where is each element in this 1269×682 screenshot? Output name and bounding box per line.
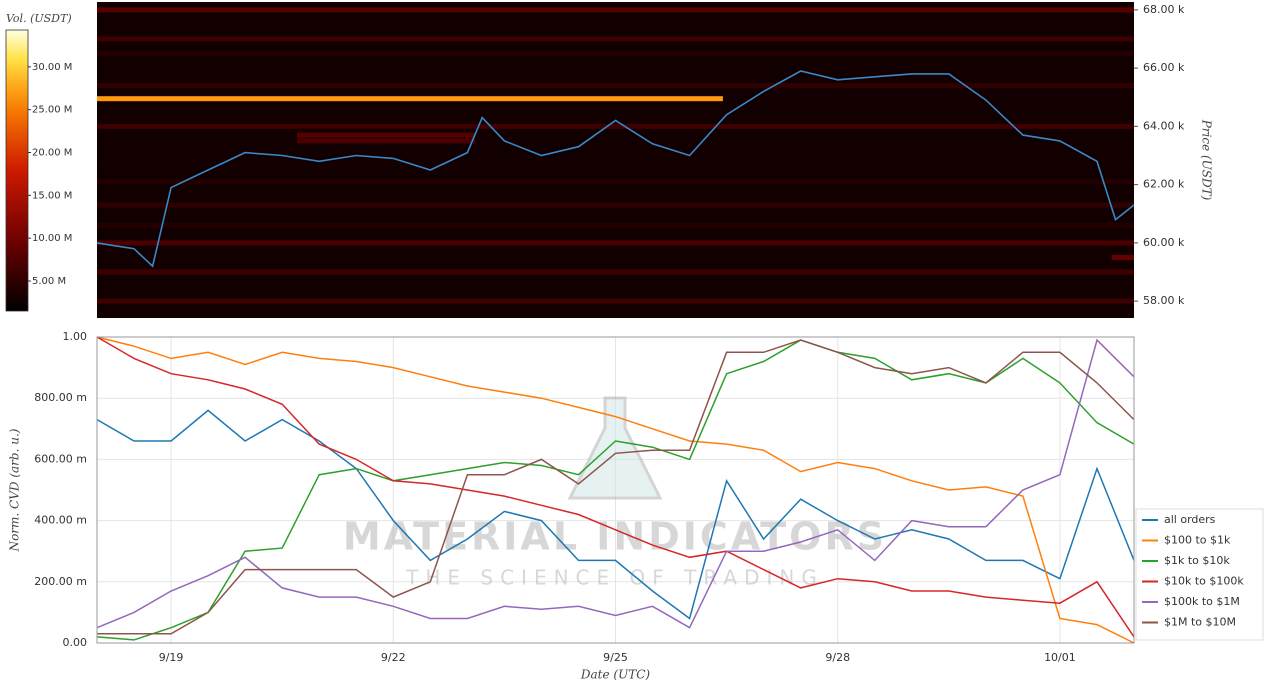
- x-tick-label: 10/01: [1044, 651, 1076, 664]
- cvd-line: [97, 339, 1135, 635]
- heat-band: [1111, 254, 1134, 260]
- watermark-title: MATERIAL INDICATORS: [343, 515, 887, 559]
- y-tick-label: 60.00 k: [1143, 236, 1185, 249]
- cvd-line: [96, 336, 1135, 644]
- y-tick-label: 200.00 m: [34, 575, 87, 588]
- colorbar-tick-label: 25.00 M: [32, 105, 72, 116]
- y-tick-label: 62.00 k: [1143, 178, 1185, 191]
- colorbar-tick-label: 10.00 M: [32, 233, 72, 244]
- heat-band: [97, 161, 1134, 167]
- y-tick-label: 68.00 k: [1143, 3, 1185, 16]
- y-tick-label: 66.00 k: [1143, 61, 1185, 74]
- heat-band: [97, 202, 1134, 208]
- colorbar-tick-label: 15.00 M: [32, 190, 72, 201]
- y-tick-label: 1.00: [63, 330, 88, 343]
- heat-band: [296, 132, 475, 138]
- heat-band: [97, 83, 1134, 89]
- x-tick-label: 9/19: [159, 651, 184, 664]
- colorbar-tick-label: 30.00 M: [32, 62, 72, 73]
- cvd-line: [96, 338, 1135, 629]
- legend-label: all orders: [1164, 513, 1216, 526]
- heat-band: [296, 138, 475, 144]
- x-axis-label: Date (UTC): [580, 668, 650, 682]
- legend-box: [1135, 508, 1264, 641]
- colorbar-tick-label: 20.00 M: [32, 148, 72, 159]
- y-tick-label: 400.00 m: [34, 514, 87, 527]
- colorbar: [5, 29, 29, 312]
- colorbar-tick-label: 5.00 M: [32, 276, 66, 287]
- heat-band: [97, 96, 723, 102]
- heat-band: [97, 269, 1134, 275]
- y-axis-label: Price (USDT): [1200, 119, 1214, 201]
- legend-label: $10k to $100k: [1164, 575, 1244, 588]
- heat-band: [97, 123, 1134, 129]
- heat-band: [97, 7, 1134, 13]
- y-tick-label: 58.00 k: [1143, 294, 1185, 307]
- y-tick-label: 600.00 m: [34, 452, 87, 465]
- cvd-line: [96, 336, 1135, 638]
- heat-band: [97, 51, 1134, 57]
- heat-band: [97, 179, 1134, 185]
- legend-label: $1M to $10M: [1164, 616, 1236, 629]
- heat-band: [97, 222, 1134, 228]
- heat-band: [97, 240, 1134, 246]
- colorbar-label: Vol. (USDT): [6, 12, 72, 25]
- y-axis-label: Norm. CVD (arb. u.): [8, 428, 22, 552]
- cvd-line: [96, 339, 1135, 641]
- cvd-line: [96, 409, 1135, 620]
- y-tick-label: 800.00 m: [34, 391, 87, 404]
- x-tick-label: 9/25: [603, 651, 628, 664]
- y-tick-label: 0.00: [63, 636, 88, 649]
- x-tick-label: 9/22: [381, 651, 406, 664]
- plot-frame: [96, 336, 1135, 644]
- heat-band: [97, 36, 1134, 42]
- y-tick-label: 64.00 k: [1143, 119, 1185, 132]
- x-tick-label: 9/28: [825, 651, 850, 664]
- legend-label: $100k to $1M: [1164, 595, 1240, 608]
- price-line: [96, 70, 1135, 268]
- watermark-subtitle: THE SCIENCE OF TRADING: [405, 566, 824, 590]
- legend-label: $100 to $1k: [1164, 534, 1231, 547]
- heat-band: [97, 298, 1134, 304]
- legend-label: $1k to $10k: [1164, 554, 1230, 567]
